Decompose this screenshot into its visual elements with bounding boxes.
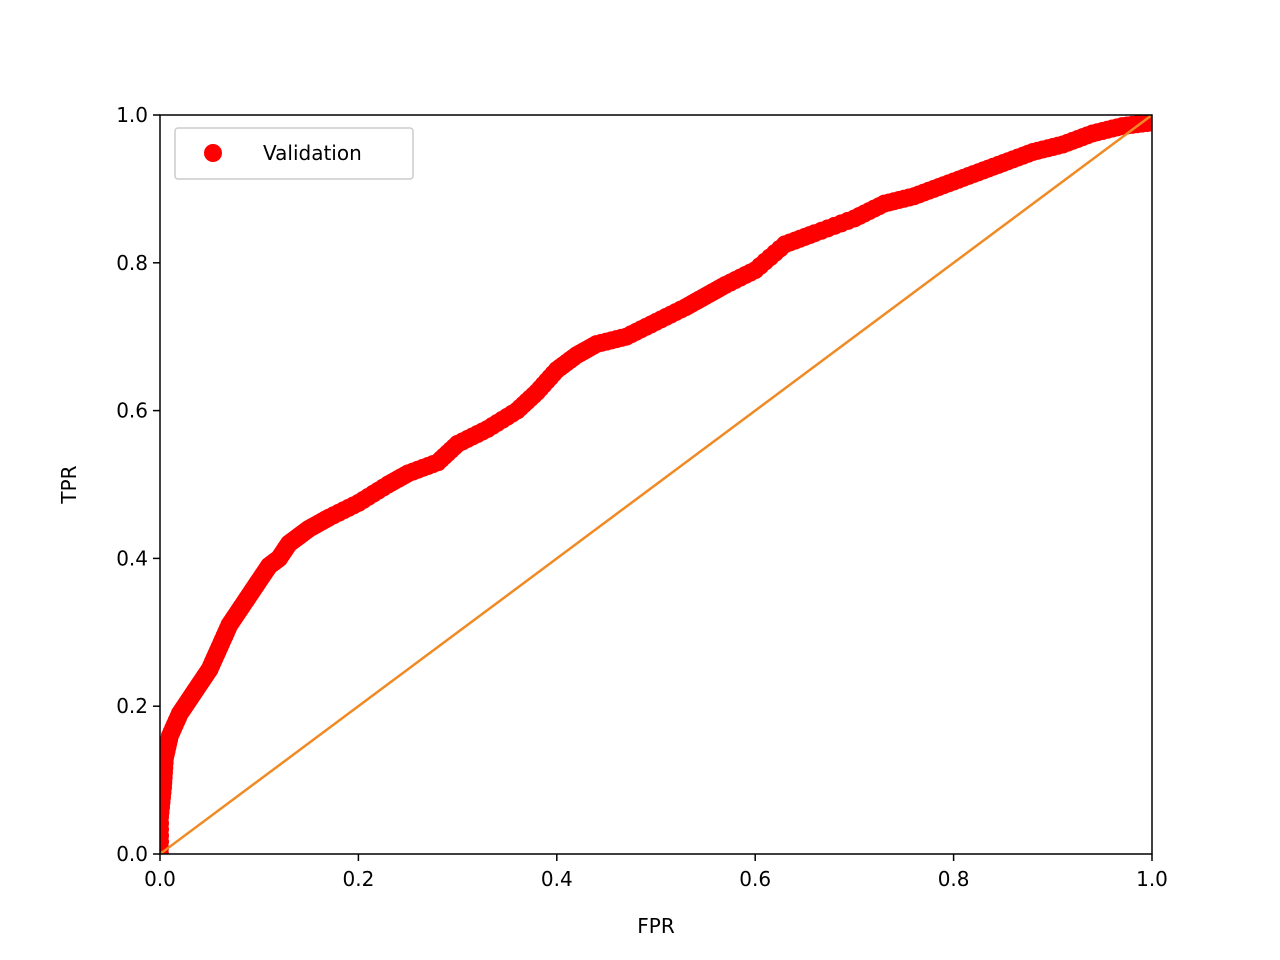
x-tick-label: 0.8 [938,867,970,891]
y-tick-label: 0.4 [116,546,148,570]
x-tick-label: 0.0 [144,867,176,891]
legend-box [174,127,414,180]
chance-diagonal-line [160,115,1152,854]
x-axis: 0.0 0.2 0.4 0.6 0.8 1.0 [144,854,1168,891]
x-tick-label: 0.6 [739,867,771,891]
x-tick-label: 0.4 [541,867,573,891]
legend-label-validation: Validation [263,141,362,165]
y-tick-label: 0.8 [116,251,148,275]
legend-marker-validation [204,144,222,162]
x-tick-label: 0.2 [342,867,374,891]
x-tick-label: 1.0 [1136,867,1168,891]
y-tick-label: 0.6 [116,399,148,423]
axes-frame [159,114,1153,855]
x-axis-label: FPR [637,914,675,938]
series-validation-points [160,115,1152,854]
y-axis: 0.0 0.2 0.4 0.6 0.8 1.0 [116,103,160,866]
legend: Validation [174,127,414,180]
y-tick-label: 0.0 [116,842,148,866]
y-tick-label: 0.2 [116,694,148,718]
y-axis-label: TPR [57,465,81,504]
series-layer [160,115,1152,854]
y-tick-label: 1.0 [116,103,148,127]
